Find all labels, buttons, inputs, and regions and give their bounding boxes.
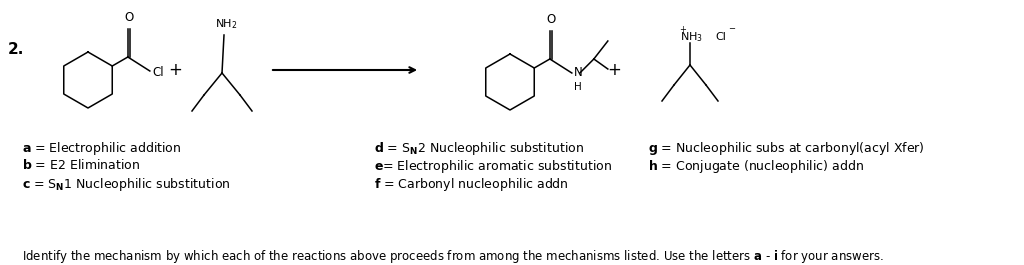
Text: NH$_2$: NH$_2$ bbox=[215, 17, 238, 31]
Text: $\mathbf{e}$= Electrophilic aromatic substitution: $\mathbf{e}$= Electrophilic aromatic sub… bbox=[374, 158, 612, 175]
Text: $\mathbf{b}$ = E2 Elimination: $\mathbf{b}$ = E2 Elimination bbox=[22, 158, 140, 172]
Text: +: + bbox=[168, 61, 182, 79]
Text: Identify the mechanism by which each of the reactions above proceeds from among : Identify the mechanism by which each of … bbox=[22, 248, 884, 265]
Text: $\mathbf{d}$ = S$_\mathbf{N}$2 Nucleophilic substitution: $\mathbf{d}$ = S$_\mathbf{N}$2 Nucleophi… bbox=[374, 140, 584, 157]
Text: +: + bbox=[607, 61, 621, 79]
Text: −: − bbox=[728, 24, 735, 33]
Text: $\mathbf{a}$ = Electrophilic addition: $\mathbf{a}$ = Electrophilic addition bbox=[22, 140, 181, 157]
Text: Cl: Cl bbox=[715, 32, 726, 42]
Text: $\mathbf{h}$ = Conjugate (nucleophilic) addn: $\mathbf{h}$ = Conjugate (nucleophilic) … bbox=[648, 158, 864, 175]
Text: N: N bbox=[573, 67, 583, 80]
Text: +: + bbox=[679, 24, 686, 33]
Text: $\mathbf{g}$ = Nucleophilic subs at carbonyl(acyl Xfer): $\mathbf{g}$ = Nucleophilic subs at carb… bbox=[648, 140, 925, 157]
Text: Cl: Cl bbox=[153, 67, 165, 80]
Text: H: H bbox=[573, 82, 582, 92]
Text: 2.: 2. bbox=[8, 42, 25, 58]
Text: $\mathregular{NH_3}$: $\mathregular{NH_3}$ bbox=[680, 30, 703, 44]
Text: O: O bbox=[546, 13, 555, 26]
Text: O: O bbox=[124, 11, 133, 24]
Text: $\mathbf{c}$ = S$_\mathbf{N}$1 Nucleophilic substitution: $\mathbf{c}$ = S$_\mathbf{N}$1 Nucleophi… bbox=[22, 176, 230, 193]
Text: $\mathbf{f}$ = Carbonyl nucleophilic addn: $\mathbf{f}$ = Carbonyl nucleophilic add… bbox=[374, 176, 568, 193]
